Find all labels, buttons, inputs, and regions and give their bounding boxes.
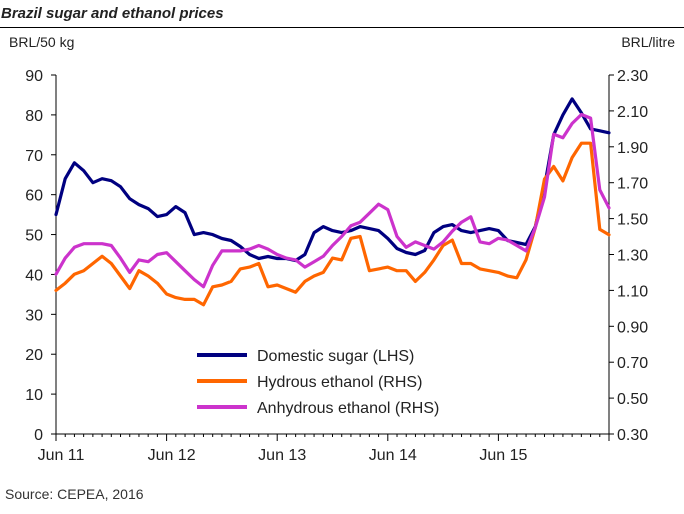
y-tick-label-left: 20 — [25, 347, 43, 364]
legend-label: Domestic sugar (LHS) — [257, 348, 414, 365]
y-tick-label-left: 40 — [25, 267, 43, 284]
series-layer — [54, 97, 611, 307]
axes: 0 10 20 30 40 50 60 70 80 90 0.30 0.50 0.70 0.90 1.10 1… — [25, 68, 648, 464]
y-tick-label-right: 1.50 — [617, 212, 648, 229]
y-tick-label-left: 80 — [25, 108, 43, 125]
y-tick-label-left: 70 — [25, 148, 43, 165]
chart-title: Brazil sugar and ethanol prices — [1, 5, 224, 22]
y-tick-label-left: 90 — [25, 68, 43, 85]
series-line-anhydrous-ethanol-rhs — [54, 112, 611, 289]
y-tick-label-right: 2.30 — [617, 68, 648, 85]
x-tick-label: Jun 12 — [148, 447, 196, 464]
title-rule — [0, 27, 684, 28]
x-tick-label: Jun 15 — [479, 447, 527, 464]
y-tick-label-right: 1.10 — [617, 283, 648, 300]
legend: Domestic sugar (LHS) Hydrous ethanol (RHS… — [197, 348, 439, 417]
y-tick-label-left: 60 — [25, 188, 43, 205]
y-tick-label-right: 0.70 — [617, 355, 648, 372]
source-note: Source: CEPEA, 2016 — [5, 486, 144, 502]
y-tick-label-left: 10 — [25, 387, 43, 404]
x-tick-label: Jun 13 — [258, 447, 306, 464]
y-tick-label-right: 0.30 — [617, 427, 648, 444]
y-tick-label-right: 1.90 — [617, 140, 648, 157]
y-tick-label-left: 50 — [25, 228, 43, 245]
y-axis-label-left: BRL/50 kg — [9, 34, 74, 50]
y-tick-label-right: 1.30 — [617, 248, 648, 265]
x-tick-label: Jun 14 — [369, 447, 417, 464]
y-tick-label-right: 0.50 — [617, 391, 648, 408]
y-tick-label-left: 0 — [34, 427, 43, 444]
x-tick-label: Jun 11 — [38, 447, 85, 464]
y-tick-label-left: 30 — [25, 307, 43, 324]
legend-label: Anhydrous ethanol (RHS) — [257, 400, 439, 417]
y-tick-label-right: 2.10 — [617, 104, 648, 121]
y-tick-label-right: 1.70 — [617, 176, 648, 193]
legend-label: Hydrous ethanol (RHS) — [257, 374, 422, 391]
series-line-hydrous-ethanol-rhs — [54, 141, 611, 307]
series-line-domestic-sugar-lhs — [54, 97, 611, 263]
y-axis-label-right: BRL/litre — [621, 34, 675, 50]
y-tick-label-right: 0.90 — [617, 319, 648, 336]
